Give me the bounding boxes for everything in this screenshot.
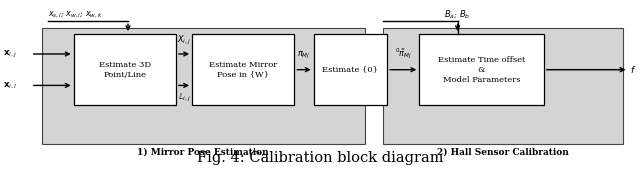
Bar (74, 34, 176, 105)
Text: Estimate Mirror
Pose in {W}: Estimate Mirror Pose in {W} (209, 61, 277, 79)
Text: Estimate Time offset
&
Model Parameters: Estimate Time offset & Model Parameters (438, 56, 525, 84)
Text: $\mathbf{x}_{i,l}$: $\mathbf{x}_{i,l}$ (3, 80, 17, 91)
Bar (383, 28, 623, 144)
Text: $X_{i,j}$: $X_{i,j}$ (177, 34, 191, 47)
Text: 2) Hall Sensor Calibration: 2) Hall Sensor Calibration (437, 147, 568, 156)
Text: $x_{s,l}$; $x_{w,l}$; $x_{w,k}$: $x_{s,l}$; $x_{w,l}$; $x_{w,k}$ (48, 9, 102, 20)
Text: Fig. 4: Calibration block diagram: Fig. 4: Calibration block diagram (196, 151, 444, 165)
Text: 1) Mirror Pose Estimation: 1) Mirror Pose Estimation (138, 147, 269, 156)
Text: $\mathbb{L}_{i,j}$: $\mathbb{L}_{i,j}$ (177, 92, 191, 104)
Text: $^{0}\tilde{\pi}_{Mj}$: $^{0}\tilde{\pi}_{Mj}$ (395, 47, 412, 61)
Text: $\mathbf{x}_{i,j}$: $\mathbf{x}_{i,j}$ (3, 48, 17, 60)
Bar (419, 34, 544, 105)
Text: Estimate {0}: Estimate {0} (323, 66, 378, 74)
Bar (42, 28, 365, 144)
Bar (314, 34, 387, 105)
Bar (192, 34, 294, 105)
Text: Estimate 3D
Point/Line: Estimate 3D Point/Line (99, 61, 151, 79)
Text: $\pi_{Mj}$: $\pi_{Mj}$ (298, 50, 310, 61)
Text: $B_a$; $B_b$: $B_a$; $B_b$ (444, 7, 471, 20)
Text: $f$: $f$ (630, 64, 637, 75)
